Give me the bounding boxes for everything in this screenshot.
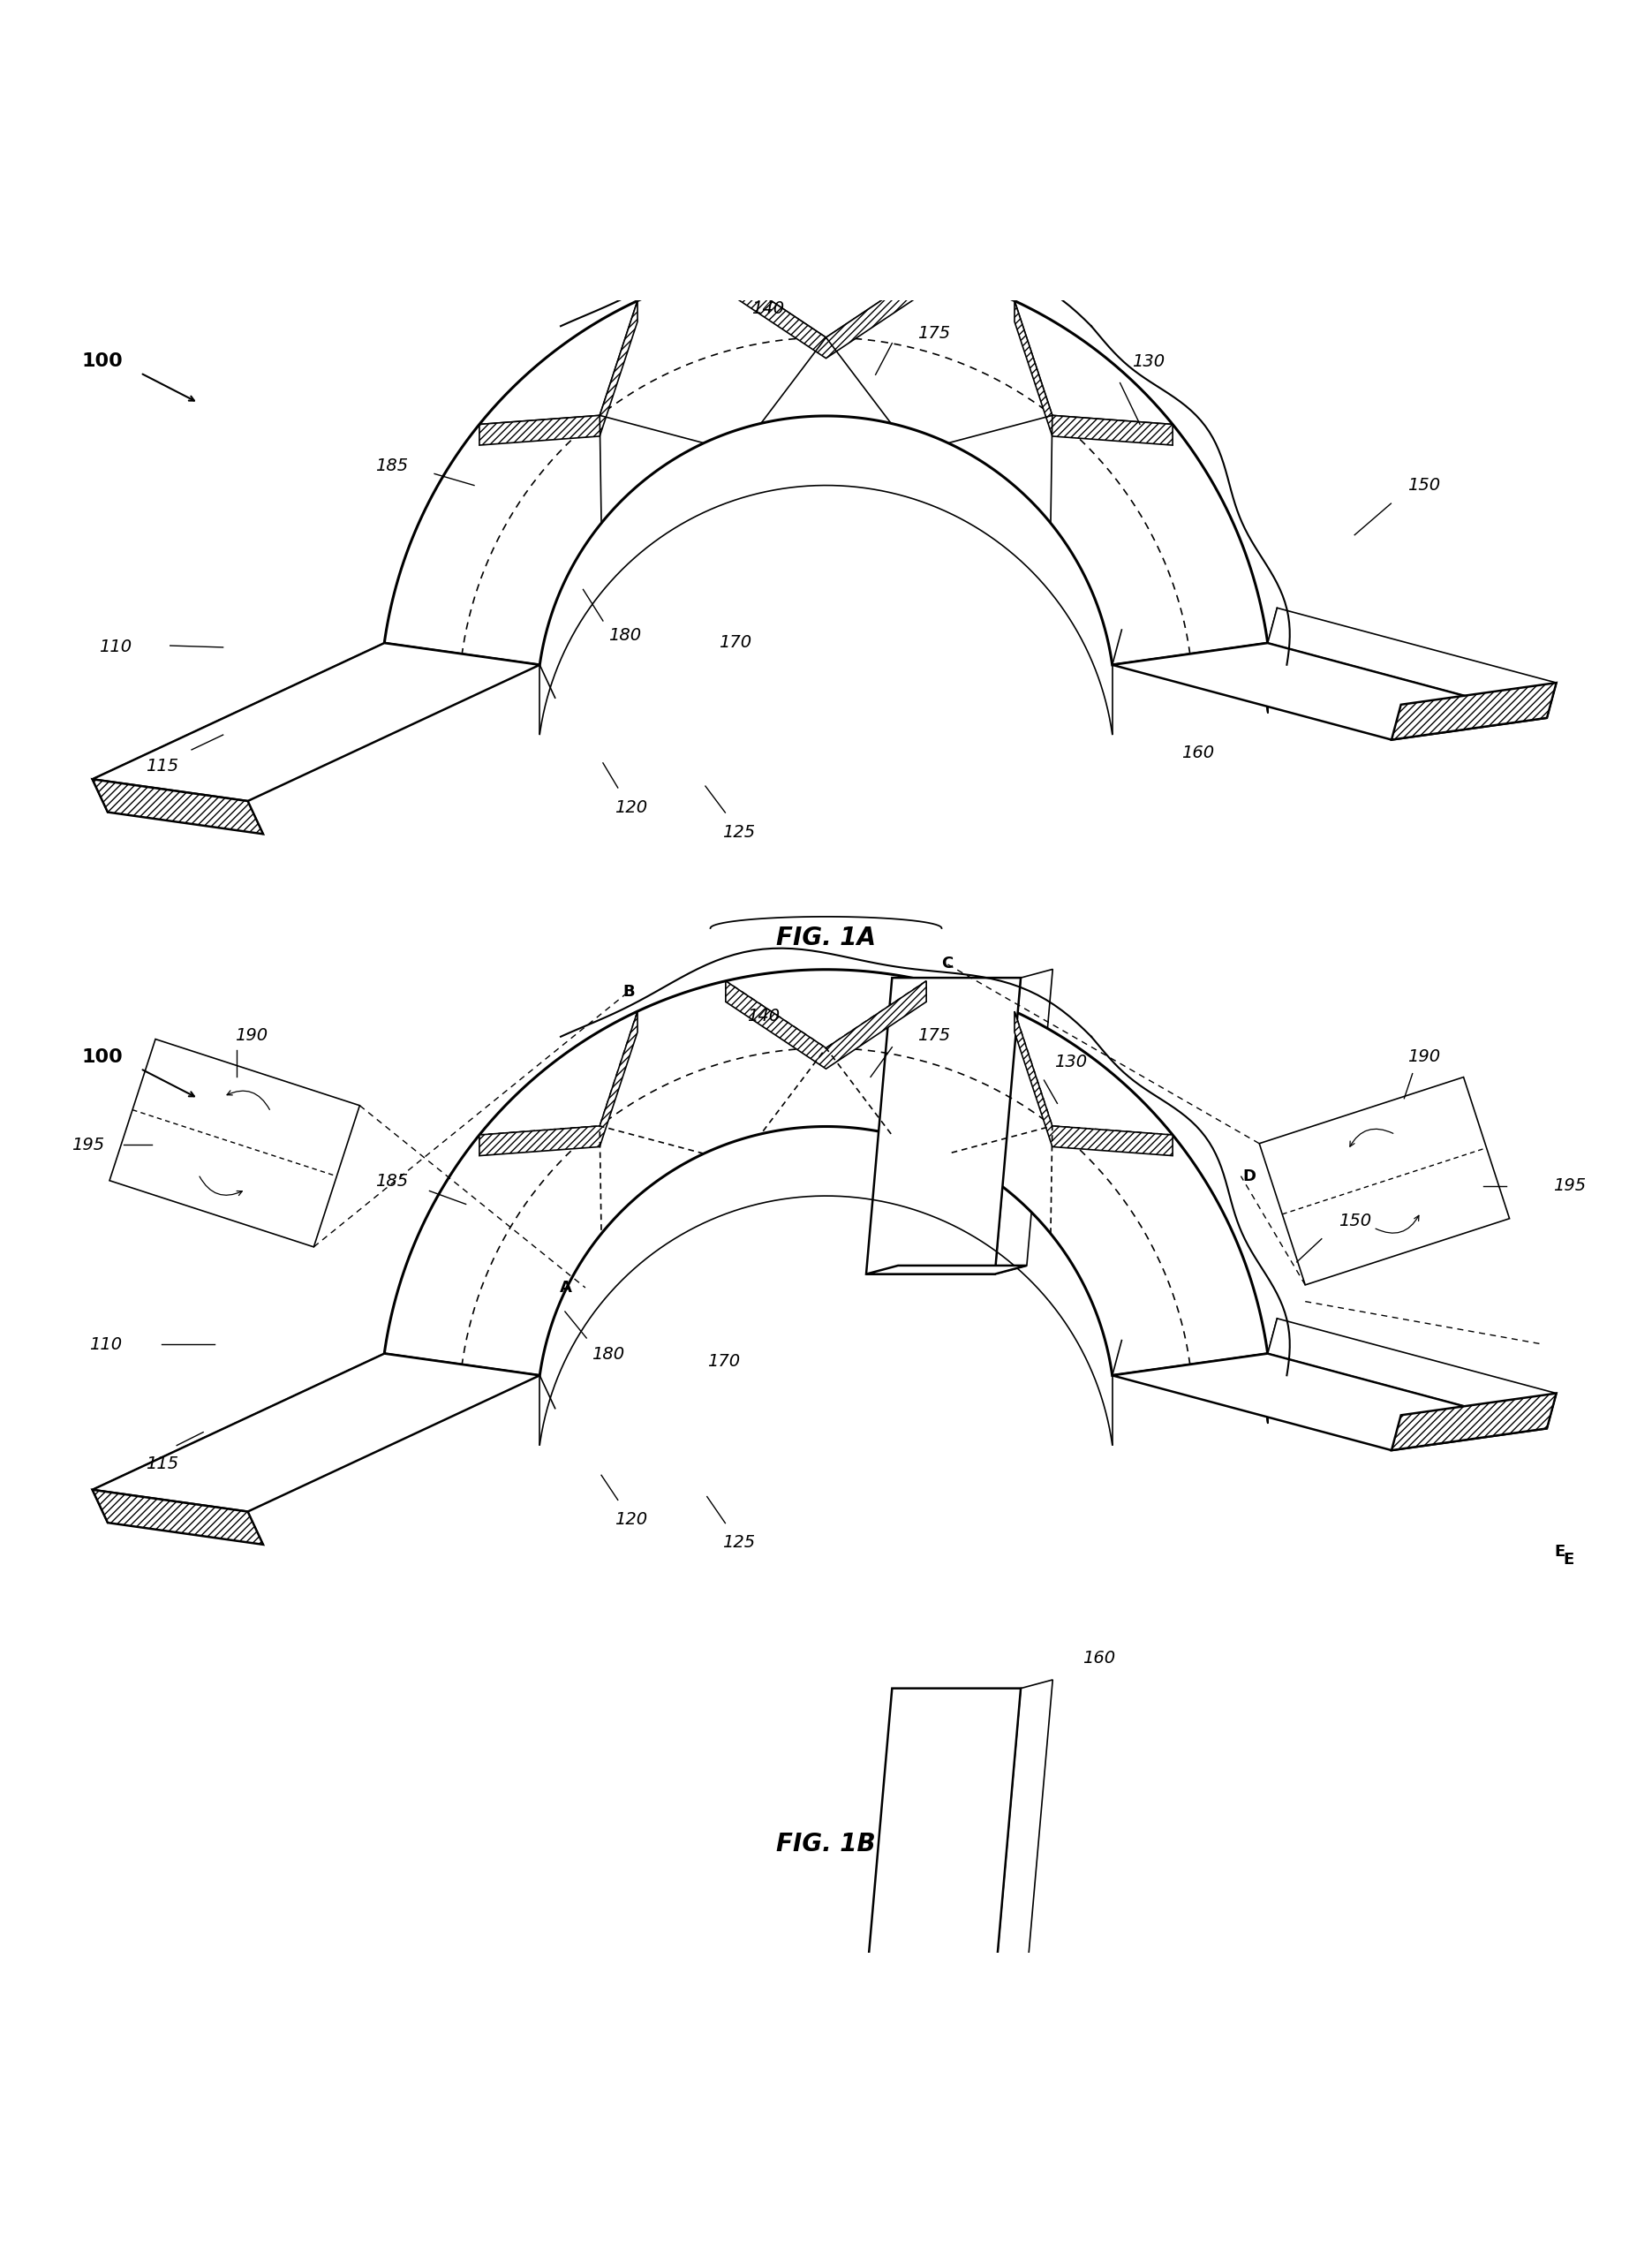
Text: 170: 170 bbox=[719, 633, 752, 651]
Polygon shape bbox=[1267, 608, 1556, 719]
Text: 190: 190 bbox=[1408, 1048, 1441, 1066]
Text: 130: 130 bbox=[1132, 354, 1165, 369]
Text: 180: 180 bbox=[608, 626, 641, 644]
Text: 140: 140 bbox=[747, 1007, 780, 1025]
Text: 175: 175 bbox=[917, 324, 950, 342]
Text: C: C bbox=[942, 955, 953, 971]
Polygon shape bbox=[385, 259, 1267, 712]
Polygon shape bbox=[725, 270, 927, 358]
Text: 185: 185 bbox=[375, 457, 408, 473]
Text: D: D bbox=[1242, 1167, 1256, 1185]
Polygon shape bbox=[93, 642, 400, 811]
Polygon shape bbox=[93, 642, 540, 802]
Text: 175: 175 bbox=[917, 1027, 950, 1043]
Polygon shape bbox=[479, 300, 638, 446]
Text: 180: 180 bbox=[591, 1345, 624, 1363]
Text: 195: 195 bbox=[71, 1136, 104, 1154]
Polygon shape bbox=[1391, 1392, 1556, 1451]
Polygon shape bbox=[866, 978, 1021, 1275]
Polygon shape bbox=[385, 969, 1267, 1374]
Text: 195: 195 bbox=[1553, 1178, 1586, 1194]
Text: 110: 110 bbox=[89, 1336, 122, 1354]
Text: 185: 185 bbox=[375, 1172, 408, 1190]
Polygon shape bbox=[725, 980, 927, 1068]
Text: 100: 100 bbox=[83, 1048, 122, 1066]
Polygon shape bbox=[995, 1681, 1052, 1985]
Text: 125: 125 bbox=[722, 825, 755, 840]
Text: 130: 130 bbox=[1054, 1054, 1087, 1070]
Text: A: A bbox=[560, 1280, 572, 1295]
Polygon shape bbox=[93, 780, 263, 834]
Polygon shape bbox=[93, 1354, 540, 1512]
Polygon shape bbox=[385, 259, 1267, 665]
Polygon shape bbox=[385, 969, 1267, 1424]
Text: E: E bbox=[1563, 1552, 1574, 1568]
Polygon shape bbox=[109, 1039, 360, 1246]
Polygon shape bbox=[866, 1687, 1021, 1985]
Polygon shape bbox=[1267, 1318, 1556, 1428]
Text: 125: 125 bbox=[722, 1534, 755, 1552]
Text: 120: 120 bbox=[615, 1512, 648, 1528]
Text: B: B bbox=[623, 985, 634, 1000]
Polygon shape bbox=[1259, 1077, 1510, 1284]
Text: E: E bbox=[1555, 1543, 1566, 1559]
Polygon shape bbox=[1014, 300, 1173, 446]
Text: 160: 160 bbox=[1181, 746, 1214, 762]
Text: 150: 150 bbox=[1338, 1212, 1371, 1230]
Text: FIG. 1B: FIG. 1B bbox=[776, 1832, 876, 1856]
Polygon shape bbox=[866, 1976, 1028, 1985]
Polygon shape bbox=[479, 1012, 638, 1156]
Text: 160: 160 bbox=[1082, 1649, 1115, 1667]
Polygon shape bbox=[93, 1354, 400, 1523]
Text: 100: 100 bbox=[83, 351, 122, 369]
Text: 190: 190 bbox=[235, 1027, 268, 1043]
Polygon shape bbox=[1391, 683, 1556, 739]
Polygon shape bbox=[866, 1266, 1028, 1275]
Text: 115: 115 bbox=[145, 757, 178, 775]
Polygon shape bbox=[93, 1489, 263, 1546]
Text: 110: 110 bbox=[99, 640, 132, 656]
Polygon shape bbox=[1112, 1354, 1546, 1451]
Polygon shape bbox=[1014, 1012, 1173, 1156]
Text: 115: 115 bbox=[145, 1455, 178, 1471]
Text: 120: 120 bbox=[615, 800, 648, 816]
Polygon shape bbox=[995, 969, 1052, 1275]
Text: 170: 170 bbox=[707, 1352, 740, 1370]
Text: 140: 140 bbox=[752, 300, 785, 318]
Polygon shape bbox=[1112, 642, 1546, 739]
Text: 150: 150 bbox=[1408, 478, 1441, 493]
Text: FIG. 1A: FIG. 1A bbox=[776, 926, 876, 951]
